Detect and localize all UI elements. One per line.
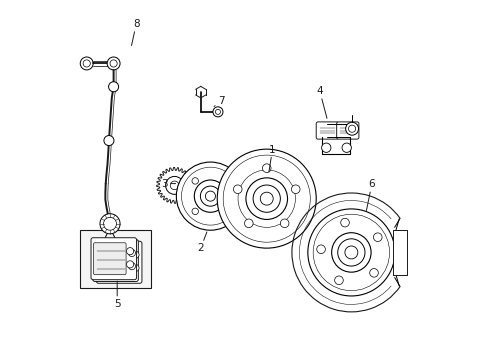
Circle shape: [373, 233, 381, 242]
Circle shape: [194, 180, 226, 212]
FancyBboxPatch shape: [95, 244, 128, 276]
Circle shape: [83, 60, 90, 67]
Text: 1: 1: [268, 144, 275, 172]
Circle shape: [369, 269, 378, 277]
Circle shape: [340, 218, 348, 227]
Circle shape: [215, 109, 220, 114]
Circle shape: [334, 276, 343, 285]
Bar: [392, 230, 407, 275]
Text: 5: 5: [114, 281, 120, 309]
FancyBboxPatch shape: [93, 243, 126, 275]
Circle shape: [312, 214, 389, 291]
FancyBboxPatch shape: [336, 122, 358, 139]
Circle shape: [170, 181, 179, 190]
Circle shape: [217, 149, 316, 248]
Circle shape: [316, 245, 325, 253]
FancyBboxPatch shape: [93, 239, 138, 282]
Text: 2: 2: [197, 232, 206, 253]
Circle shape: [128, 249, 135, 257]
Circle shape: [212, 107, 223, 117]
Circle shape: [100, 214, 120, 234]
Circle shape: [341, 143, 351, 152]
FancyBboxPatch shape: [316, 122, 338, 139]
Text: 3: 3: [161, 179, 175, 189]
Circle shape: [126, 261, 133, 268]
Circle shape: [132, 251, 139, 258]
Circle shape: [132, 264, 139, 271]
Text: 7: 7: [214, 96, 224, 107]
FancyBboxPatch shape: [99, 246, 131, 278]
Circle shape: [110, 60, 117, 67]
Text: 4: 4: [316, 86, 326, 118]
FancyBboxPatch shape: [96, 241, 142, 283]
Circle shape: [222, 208, 228, 215]
Circle shape: [307, 209, 394, 296]
Circle shape: [205, 191, 215, 201]
Circle shape: [223, 155, 310, 242]
Circle shape: [108, 82, 119, 92]
Circle shape: [238, 170, 295, 228]
Text: 8: 8: [131, 19, 139, 45]
Circle shape: [280, 219, 288, 228]
Circle shape: [176, 162, 244, 230]
Circle shape: [291, 185, 300, 194]
Circle shape: [348, 125, 355, 132]
Circle shape: [345, 122, 358, 135]
Circle shape: [244, 219, 253, 228]
Circle shape: [344, 246, 357, 259]
Circle shape: [126, 248, 133, 255]
Circle shape: [331, 233, 370, 272]
Circle shape: [253, 185, 280, 212]
Circle shape: [321, 143, 330, 152]
Text: 6: 6: [366, 179, 374, 211]
Circle shape: [233, 185, 242, 194]
Circle shape: [103, 217, 116, 230]
Bar: [80, 230, 151, 288]
Circle shape: [245, 178, 287, 220]
Circle shape: [222, 178, 228, 184]
Circle shape: [107, 57, 120, 70]
Circle shape: [337, 239, 364, 266]
Circle shape: [200, 186, 220, 206]
Circle shape: [80, 57, 93, 70]
Circle shape: [104, 135, 114, 145]
Circle shape: [165, 176, 183, 194]
Circle shape: [262, 164, 270, 172]
Circle shape: [192, 208, 198, 215]
Circle shape: [192, 178, 198, 184]
Circle shape: [260, 192, 273, 205]
Circle shape: [181, 167, 239, 225]
FancyBboxPatch shape: [91, 238, 136, 280]
Circle shape: [128, 262, 135, 270]
